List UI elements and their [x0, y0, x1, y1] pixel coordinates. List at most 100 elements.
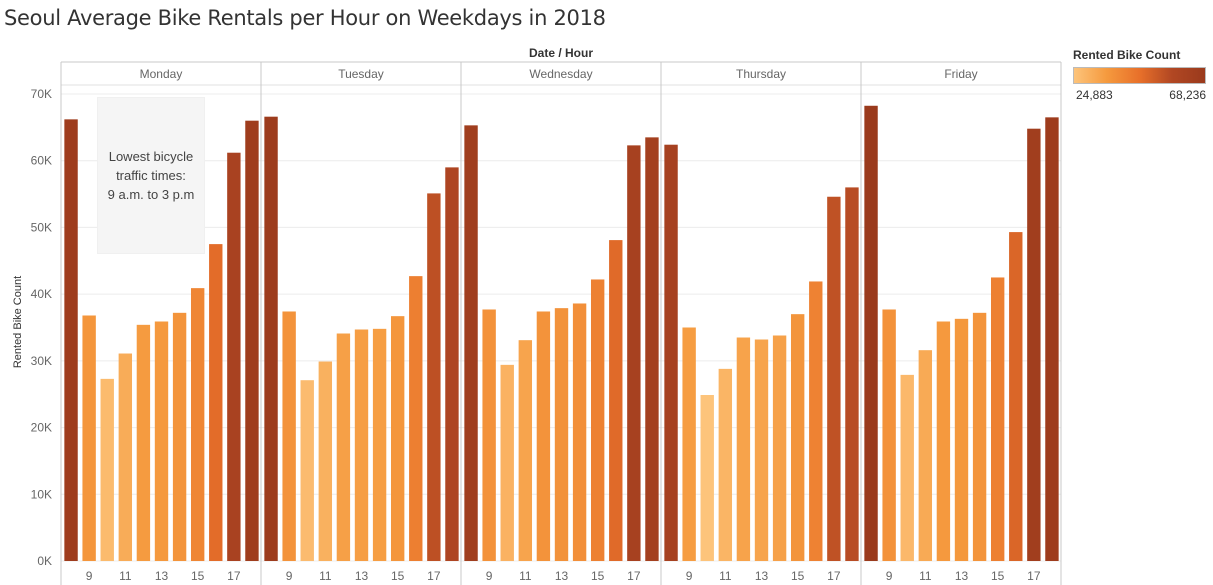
bar-wednesday-hour-9 [482, 309, 496, 561]
y-axis-label: Rented Bike Count [12, 276, 24, 368]
y-tick-label: 70K [31, 87, 52, 101]
bar-thursday-hour-17 [827, 196, 841, 562]
bar-monday-hour-13 [154, 321, 169, 561]
day-header-monday: Monday [140, 67, 183, 81]
y-tick-label: 40K [31, 287, 52, 301]
bar-tuesday-hour-10 [300, 380, 314, 561]
x-tick-label: 17 [427, 569, 441, 583]
x-tick-label: 13 [155, 569, 169, 583]
y-tick-label: 10K [31, 487, 52, 501]
bar-monday-hour-9 [82, 315, 96, 561]
x-tick-label: 15 [191, 569, 205, 583]
bar-friday-hour-17 [1027, 128, 1041, 562]
bar-friday-hour-18 [1045, 117, 1059, 561]
bar-thursday-hour-12 [736, 337, 751, 561]
x-tick-label: 17 [227, 569, 241, 583]
bar-friday-hour-14 [972, 312, 987, 561]
x-tick-label: 11 [719, 569, 732, 583]
column-header: Date / Hour [529, 46, 593, 60]
bar-monday-hour-17 [227, 152, 241, 562]
bar-wednesday-hour-10 [500, 364, 514, 561]
day-header-tuesday: Tuesday [338, 67, 384, 81]
bar-thursday-hour-10 [700, 394, 714, 561]
legend-title: Rented Bike Count [1073, 48, 1181, 62]
bar-friday-hour-16 [1009, 232, 1023, 561]
annotation-line: traffic times: [116, 168, 186, 183]
bar-wednesday-hour-16 [609, 240, 623, 561]
bar-friday-hour-11 [918, 350, 933, 561]
legend-min-label: 24,883 [1076, 88, 1113, 102]
annotation-line: Lowest bicycle [108, 149, 194, 164]
y-tick-label: 60K [31, 154, 52, 168]
x-tick-label: 9 [686, 569, 693, 583]
bar-friday-hour-15 [990, 277, 1005, 561]
bar-tuesday-hour-14 [372, 328, 387, 561]
x-tick-label: 11 [119, 569, 132, 583]
bar-monday-hour-11 [118, 353, 133, 561]
bar-monday-hour-15 [190, 288, 205, 561]
bar-thursday-hour-18 [845, 187, 859, 561]
x-tick-label: 13 [555, 569, 569, 583]
bar-thursday-hour-9 [682, 327, 696, 561]
x-tick-label: 17 [827, 569, 841, 583]
x-tick-label: 15 [991, 569, 1005, 583]
y-tick-label: 0K [37, 554, 52, 568]
day-header-wednesday: Wednesday [529, 67, 592, 81]
bar-friday-hour-13 [954, 318, 969, 561]
bar-monday-hour-12 [136, 324, 151, 561]
x-tick-label: 13 [755, 569, 769, 583]
x-tick-label: 11 [519, 569, 532, 583]
bar-tuesday-hour-12 [336, 333, 351, 561]
bar-tuesday-hour-16 [409, 276, 423, 561]
color-legend: Rented Bike Count 24,883 68,236 [1073, 48, 1213, 104]
bar-wednesday-hour-18 [645, 137, 659, 561]
y-tick-label: 50K [31, 220, 52, 234]
bar-wednesday-hour-15 [590, 279, 605, 561]
x-tick-label: 15 [791, 569, 805, 583]
day-header-thursday: Thursday [736, 67, 786, 81]
bar-tuesday-hour-9 [282, 311, 296, 561]
bar-wednesday-hour-13 [554, 308, 569, 561]
bar-thursday-hour-11 [718, 368, 733, 561]
chart-title: Seoul Average Bike Rentals per Hour on W… [4, 6, 606, 30]
bar-friday-hour-10 [900, 374, 914, 561]
x-tick-label: 9 [86, 569, 93, 583]
y-tick-label: 30K [31, 354, 52, 368]
bar-monday-hour-8 [64, 119, 78, 561]
legend-max-label: 68,236 [1169, 88, 1206, 102]
bar-tuesday-hour-13 [354, 329, 369, 561]
x-tick-label: 15 [391, 569, 405, 583]
bar-friday-hour-8 [864, 105, 878, 561]
x-tick-label: 11 [919, 569, 932, 583]
bar-thursday-hour-14 [772, 335, 787, 561]
bar-monday-hour-14 [172, 312, 187, 561]
bar-thursday-hour-13 [754, 339, 769, 561]
y-tick-label: 20K [31, 421, 52, 435]
bar-thursday-hour-15 [790, 314, 805, 561]
x-tick-label: 11 [319, 569, 332, 583]
x-tick-label: 17 [627, 569, 641, 583]
bar-tuesday-hour-8 [264, 116, 278, 561]
x-tick-label: 13 [355, 569, 369, 583]
x-tick-label: 13 [955, 569, 969, 583]
bar-monday-hour-10 [100, 378, 114, 561]
x-tick-label: 9 [886, 569, 893, 583]
bar-tuesday-hour-15 [390, 316, 405, 561]
bar-monday-hour-16 [209, 244, 223, 561]
x-tick-label: 17 [1027, 569, 1041, 583]
annotation-line: 9 a.m. to 3 p.m [107, 187, 195, 202]
bar-wednesday-hour-8 [464, 125, 478, 561]
bar-tuesday-hour-11 [318, 361, 333, 561]
bar-tuesday-hour-18 [445, 167, 459, 561]
annotation-box: Lowest bicycle traffic times: 9 a.m. to … [97, 97, 205, 254]
bar-thursday-hour-16 [809, 281, 823, 561]
bar-wednesday-hour-14 [572, 303, 587, 561]
x-tick-label: 9 [486, 569, 493, 583]
bar-monday-hour-18 [245, 120, 259, 561]
bar-wednesday-hour-17 [627, 145, 641, 561]
x-tick-label: 9 [286, 569, 293, 583]
bar-thursday-hour-8 [664, 144, 678, 561]
bar-friday-hour-9 [882, 309, 896, 561]
bar-tuesday-hour-17 [427, 193, 441, 561]
